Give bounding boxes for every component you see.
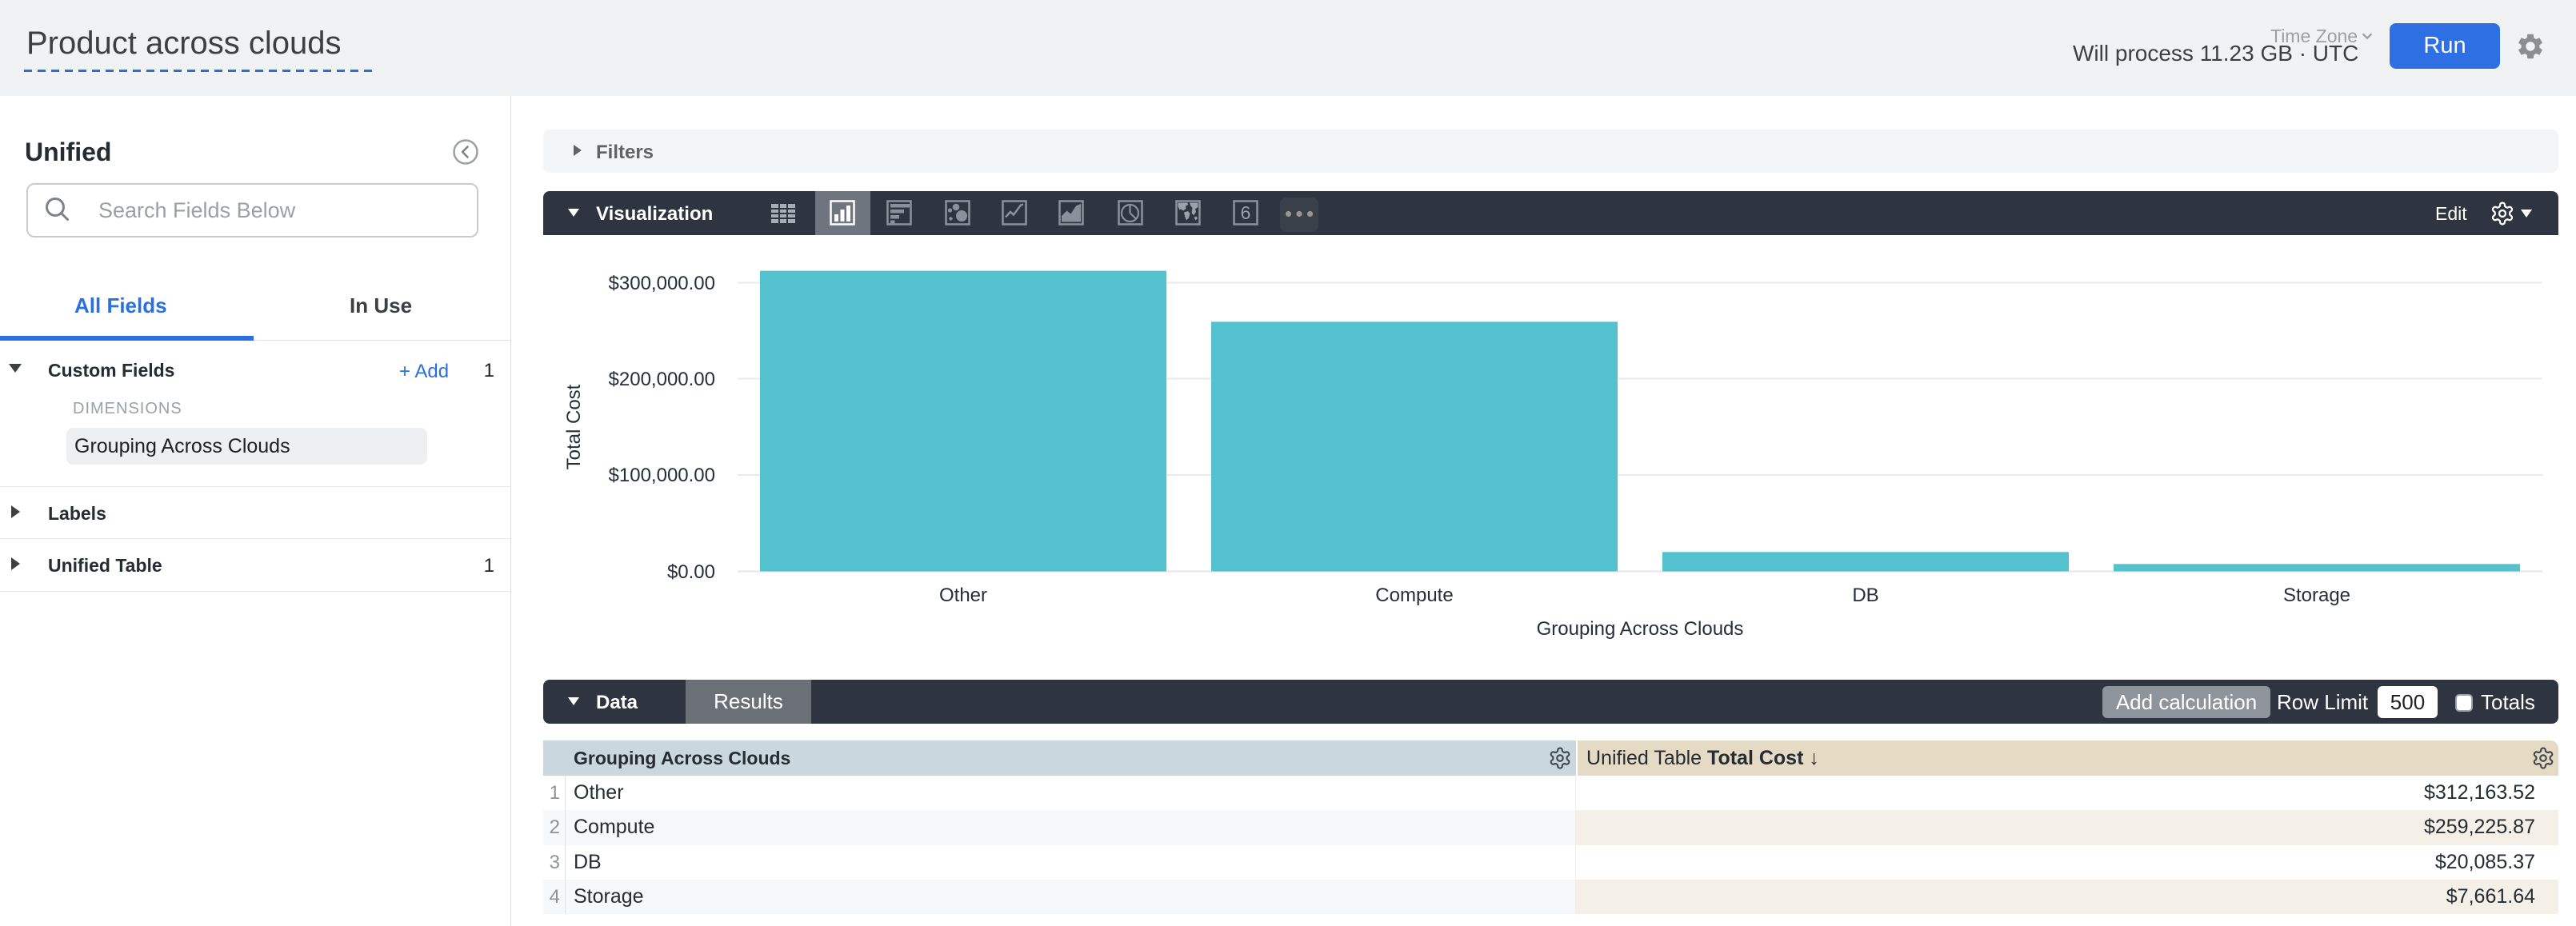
svg-text:$100,000.00: $100,000.00 <box>609 465 715 486</box>
svg-text:$0.00: $0.00 <box>667 561 715 583</box>
svg-text:6: 6 <box>1241 202 1251 223</box>
svg-text:Compute: Compute <box>1375 585 1453 606</box>
svg-text:Grouping Across Clouds: Grouping Across Clouds <box>1537 618 1744 640</box>
svg-text:Other: Other <box>939 585 987 606</box>
svg-text:$300,000.00: $300,000.00 <box>609 273 715 294</box>
svg-text:Total Cost: Total Cost <box>563 384 585 469</box>
svg-text:$200,000.00: $200,000.00 <box>609 369 715 390</box>
svg-text:Storage: Storage <box>2283 585 2350 606</box>
svg-text:DB: DB <box>1852 585 1878 606</box>
